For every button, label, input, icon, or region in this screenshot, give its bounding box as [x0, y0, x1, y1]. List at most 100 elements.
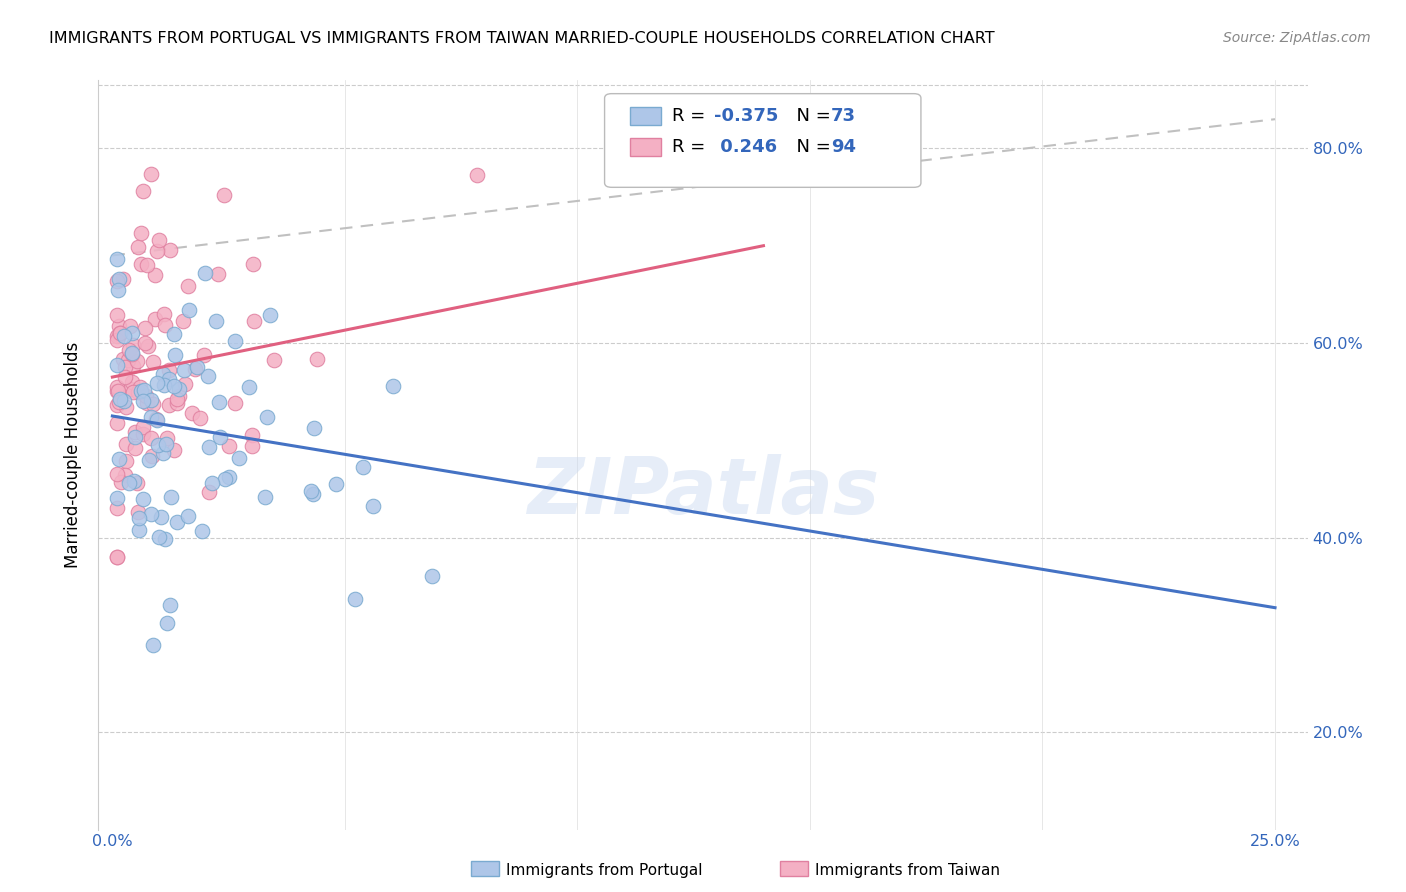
Point [112, 328, 135, 343]
Point [139, 431, 162, 445]
Text: ZIPatlas: ZIPatlas [527, 454, 879, 531]
Point [112, 351, 135, 366]
Point [139, 167, 162, 181]
Text: 94: 94 [831, 138, 856, 156]
Point [134, 320, 156, 334]
Point [105, 329, 128, 343]
Point [145, 268, 167, 282]
Point [118, 343, 141, 357]
Point [121, 326, 143, 340]
Point [238, 379, 260, 393]
Point [131, 226, 153, 240]
Text: R =: R = [672, 107, 711, 125]
Point [141, 639, 163, 653]
Point [121, 375, 143, 389]
Point [197, 368, 219, 383]
Point [149, 510, 172, 524]
Text: N =: N = [785, 138, 837, 156]
Point [132, 491, 155, 506]
Point [132, 427, 155, 442]
Point [128, 511, 150, 525]
Point [129, 384, 152, 399]
Point [129, 380, 152, 394]
Point [132, 184, 155, 198]
Point [117, 352, 139, 367]
Point [152, 446, 174, 460]
Point [207, 267, 229, 281]
Point [114, 370, 136, 384]
Point [174, 376, 197, 391]
Point [302, 487, 325, 501]
Point [121, 346, 143, 360]
Point [108, 272, 131, 286]
Point [157, 398, 180, 412]
Point [105, 333, 128, 347]
Point [153, 377, 176, 392]
Point [141, 507, 163, 521]
Point [127, 240, 149, 254]
Point [263, 352, 285, 367]
Point [191, 524, 214, 539]
Point [105, 252, 128, 266]
Point [114, 454, 136, 468]
Point [153, 533, 176, 547]
Point [146, 413, 169, 427]
Point [243, 314, 266, 328]
Point [153, 307, 176, 321]
Point [224, 396, 246, 410]
Point [325, 477, 347, 491]
Point [167, 383, 190, 397]
Point [134, 336, 156, 351]
Point [155, 437, 177, 451]
Point [114, 467, 136, 482]
Point [132, 383, 155, 397]
Point [142, 397, 165, 411]
Point [218, 439, 240, 453]
Point [145, 244, 167, 259]
Point [159, 598, 181, 612]
Point [114, 360, 136, 375]
Point [118, 476, 141, 491]
Point [253, 490, 276, 504]
Point [344, 591, 367, 606]
Point [465, 169, 488, 183]
Point [125, 354, 148, 368]
Point [240, 428, 263, 442]
Point [120, 382, 142, 396]
Point [197, 440, 219, 454]
Point [121, 384, 143, 399]
Point [135, 389, 157, 403]
Point [173, 363, 195, 377]
Point [112, 394, 135, 409]
Point [307, 352, 329, 367]
Point [166, 396, 188, 410]
Point [228, 450, 250, 465]
Point [157, 363, 180, 377]
Point [302, 421, 325, 435]
Point [141, 449, 163, 463]
Point [157, 371, 180, 385]
Point [188, 410, 211, 425]
Point [136, 396, 159, 410]
Point [176, 509, 198, 524]
Point [129, 257, 152, 271]
Point [214, 471, 236, 485]
Point [118, 318, 141, 333]
Point [110, 326, 132, 340]
Point [205, 314, 228, 328]
Point [148, 438, 170, 452]
Point [132, 420, 155, 434]
Point [111, 271, 134, 285]
Point [105, 398, 128, 412]
Point [132, 394, 155, 409]
Point [139, 410, 162, 425]
Point [148, 233, 170, 247]
Point [152, 367, 174, 381]
Point [179, 302, 201, 317]
Point [146, 376, 169, 390]
Point [124, 441, 146, 455]
Point [420, 569, 443, 583]
Point [107, 452, 129, 467]
Text: N =: N = [785, 107, 837, 125]
Point [186, 360, 208, 375]
